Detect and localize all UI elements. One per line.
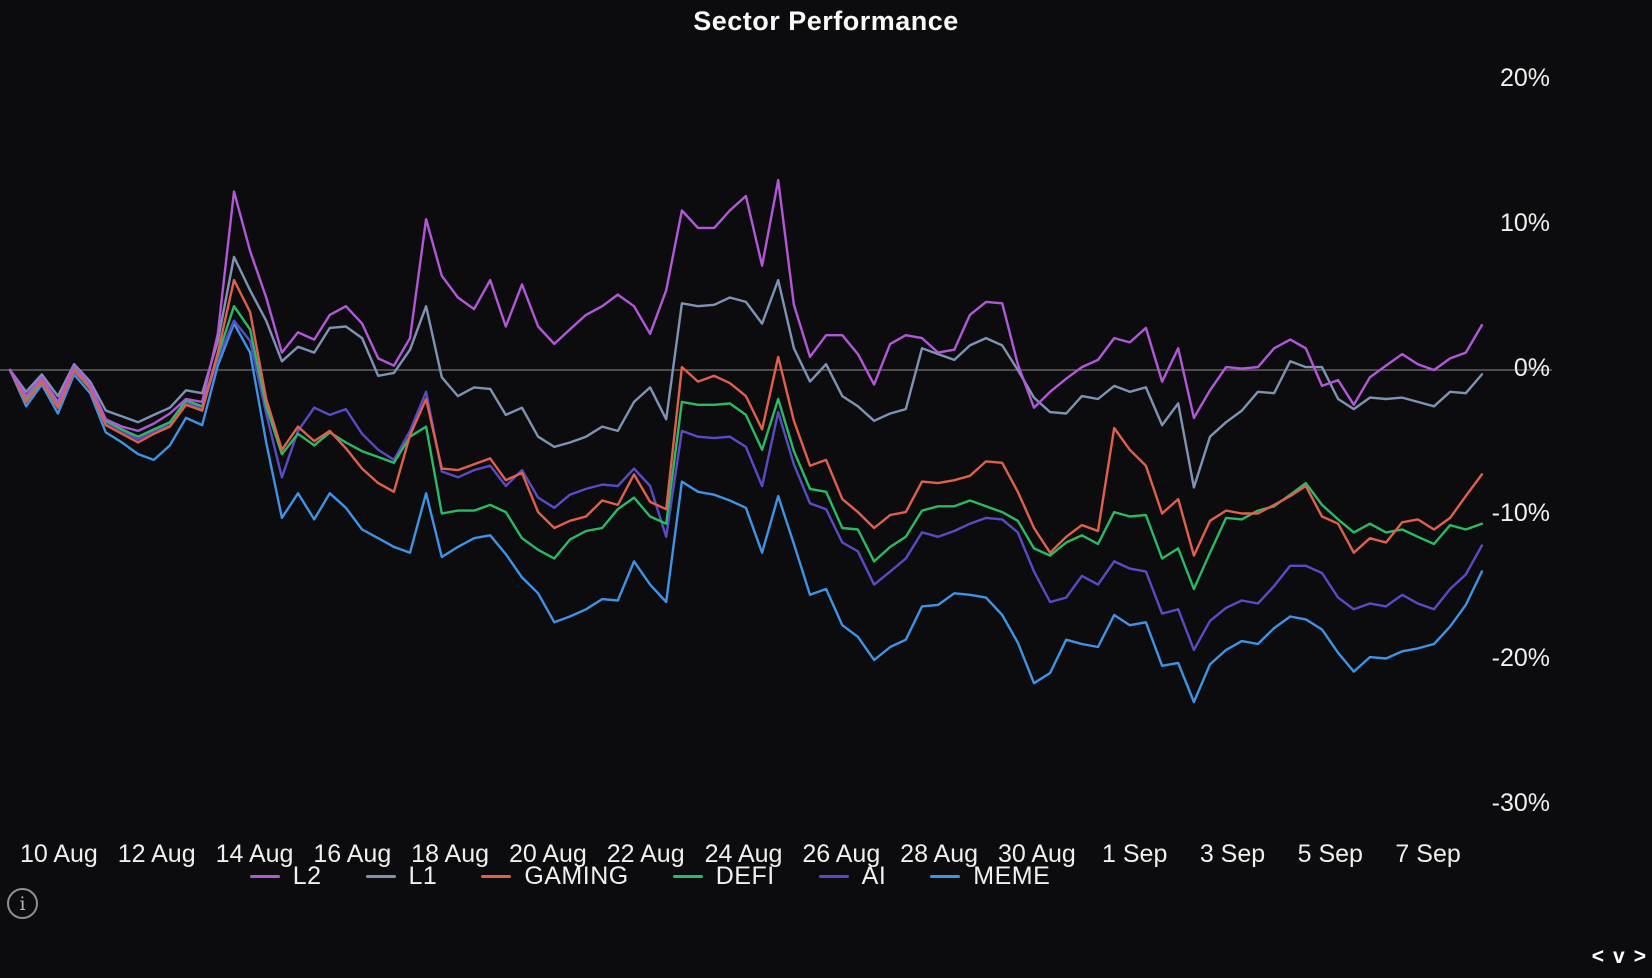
x-tick-label: 30 Aug: [997, 840, 1076, 868]
y-tick-label: -20%: [1491, 644, 1550, 672]
legend-item-gaming[interactable]: GAMING: [481, 862, 628, 891]
series-line-defi[interactable]: [8, 305, 1484, 591]
legend-swatch-l2: [249, 875, 280, 878]
legend-swatch-defi: [672, 875, 703, 878]
legend-item-meme[interactable]: MEME: [930, 862, 1050, 891]
x-tick-label: 26 Aug: [802, 840, 881, 868]
series-line-l1[interactable]: [8, 255, 1484, 489]
series-line-l2[interactable]: [8, 178, 1484, 433]
legend-label: AI: [861, 862, 887, 890]
info-glyph: i: [19, 892, 26, 915]
x-tick-label: 3 Sep: [1199, 840, 1266, 868]
legend: L2 L1 GAMING DEFI AI MEME: [0, 862, 1390, 891]
x-tick-label: 14 Aug: [215, 840, 294, 868]
x-tick-label: 12 Aug: [117, 840, 196, 868]
legend-label: L2: [292, 862, 322, 890]
y-tick-label: 0%: [1513, 354, 1550, 382]
legend-swatch-gaming: [481, 875, 512, 878]
pager-next-icon[interactable]: >: [1633, 945, 1646, 968]
y-tick-label: 20%: [1499, 64, 1550, 92]
legend-swatch-ai: [818, 875, 849, 878]
pager-down-icon[interactable]: v: [1613, 945, 1625, 968]
x-tick-label: 22 Aug: [606, 840, 685, 868]
legend-label: L1: [408, 862, 438, 890]
x-tick-label: 28 Aug: [900, 840, 979, 868]
x-tick-label: 18 Aug: [411, 840, 490, 868]
legend-label: DEFI: [715, 862, 775, 890]
series-line-ai[interactable]: [8, 319, 1484, 652]
y-tick-label: 10%: [1499, 209, 1550, 237]
info-icon[interactable]: i: [7, 888, 38, 919]
x-tick-label: 24 Aug: [704, 840, 783, 868]
legend-item-l1[interactable]: L1: [365, 862, 438, 891]
x-tick-label: 16 Aug: [313, 840, 392, 868]
legend-item-l2[interactable]: L2: [249, 862, 322, 891]
legend-item-ai[interactable]: AI: [818, 862, 887, 891]
legend-swatch-meme: [930, 875, 961, 878]
legend-label: MEME: [973, 862, 1051, 890]
pager-prev-icon[interactable]: <: [1591, 945, 1605, 968]
x-tick-label: 20 Aug: [508, 840, 587, 868]
series-line-meme[interactable]: [8, 322, 1484, 704]
chart-pager: < v >: [1592, 946, 1646, 967]
legend-item-defi[interactable]: DEFI: [672, 862, 775, 891]
x-tick-label: 1 Sep: [1102, 840, 1168, 868]
y-tick-label: -10%: [1491, 499, 1550, 527]
chart-title: Sector Performance: [693, 6, 959, 36]
x-tick-label: 7 Sep: [1395, 840, 1461, 868]
x-tick-label: 10 Aug: [19, 840, 98, 868]
series-line-gaming[interactable]: [8, 278, 1484, 557]
legend-label: GAMING: [524, 862, 629, 890]
y-tick-label: -30%: [1491, 789, 1550, 817]
x-tick-label: 5 Sep: [1297, 840, 1363, 868]
legend-swatch-l1: [365, 875, 396, 878]
